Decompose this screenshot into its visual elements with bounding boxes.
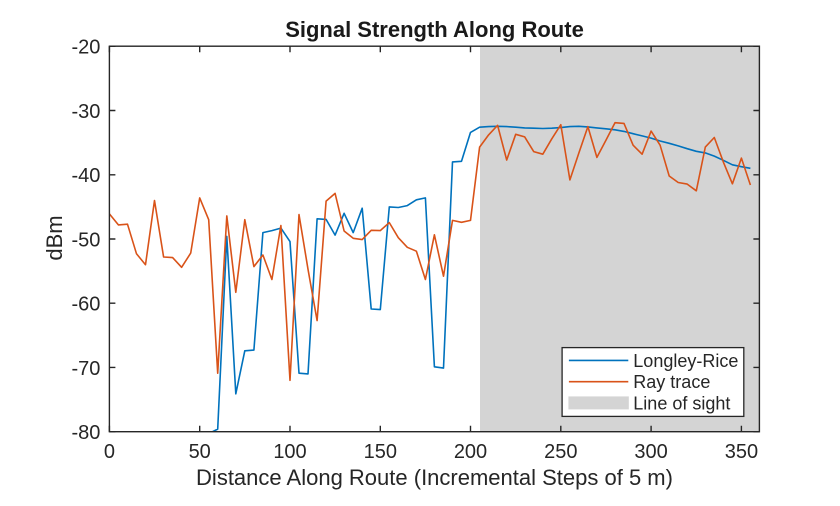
svg-text:200: 200 [454,441,487,463]
svg-text:Signal Strength Along Route: Signal Strength Along Route [285,17,584,42]
svg-text:Longley-Rice: Longley-Rice [633,351,738,371]
svg-text:-60: -60 [71,294,100,316]
svg-text:-70: -70 [71,358,100,380]
svg-text:Line of sight: Line of sight [633,393,730,413]
svg-text:300: 300 [634,441,667,463]
svg-text:-30: -30 [71,101,100,123]
svg-text:350: 350 [725,441,758,463]
svg-text:dBm: dBm [42,215,67,260]
svg-text:0: 0 [104,441,115,463]
svg-text:-40: -40 [71,165,100,187]
svg-text:250: 250 [544,441,577,463]
svg-text:100: 100 [273,441,306,463]
svg-text:-20: -20 [71,37,100,59]
svg-text:50: 50 [189,441,211,463]
svg-text:-80: -80 [71,422,100,444]
svg-text:-50: -50 [71,229,100,251]
svg-text:150: 150 [364,441,397,463]
svg-text:Distance Along Route (Incremen: Distance Along Route (Incremental Steps … [196,465,673,490]
svg-text:Ray trace: Ray trace [633,372,710,392]
